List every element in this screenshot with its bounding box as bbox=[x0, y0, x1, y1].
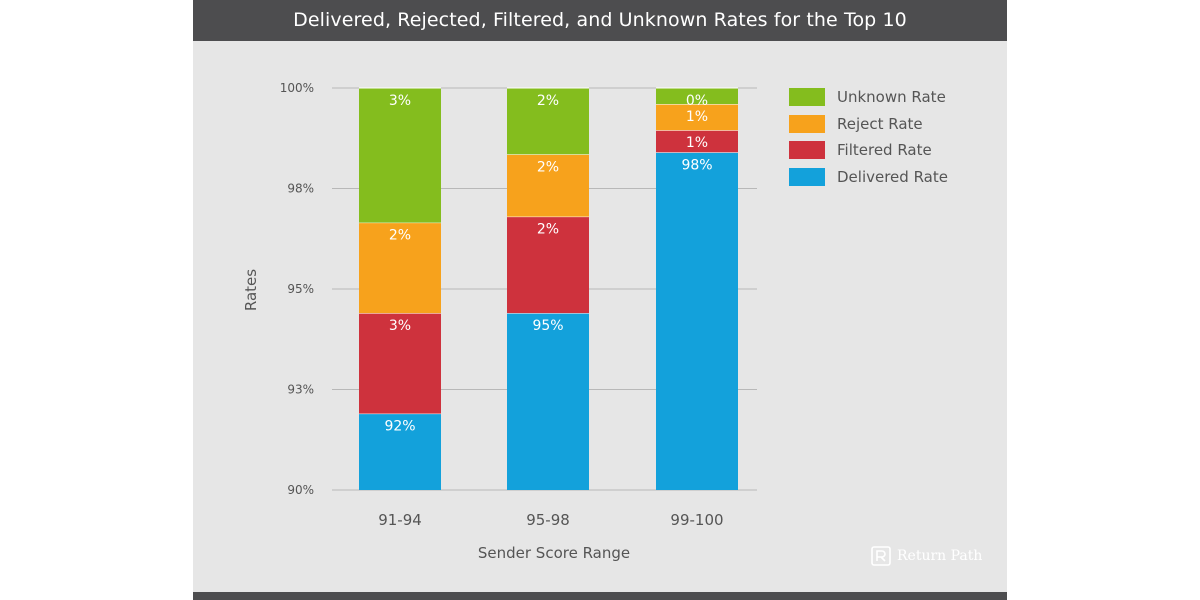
x-tick-label: 95-98 bbox=[526, 511, 570, 529]
data-label: 0% bbox=[686, 93, 708, 109]
legend: Unknown Rate Reject Rate Filtered Rate Deli… bbox=[789, 84, 989, 190]
legend-label: Filtered Rate bbox=[837, 141, 932, 160]
legend-item: Reject Rate bbox=[789, 111, 989, 138]
chart-panel bbox=[193, 0, 1007, 600]
bar-segment-unknown-rate bbox=[359, 88, 441, 223]
data-label: 2% bbox=[389, 228, 411, 244]
legend-label: Unknown Rate bbox=[837, 88, 946, 107]
bar-segment-reject-rate bbox=[507, 154, 589, 217]
y-tick-label: 95% bbox=[287, 282, 314, 296]
data-label: 1% bbox=[686, 135, 708, 151]
x-axis-title: Sender Score Range bbox=[478, 544, 630, 562]
y-tick-label: 98% bbox=[287, 182, 314, 196]
data-label: 2% bbox=[537, 159, 559, 175]
x-tick-label: 99-100 bbox=[670, 511, 723, 529]
bar-segment-filtered-rate bbox=[656, 130, 738, 153]
bars bbox=[359, 87, 738, 490]
y-tick-label: 100% bbox=[280, 81, 314, 95]
bar-segment-delivered-rate bbox=[507, 313, 589, 490]
y-tick-label: 93% bbox=[287, 383, 314, 397]
data-label: 95% bbox=[532, 318, 563, 334]
bar-segment-filtered-rate bbox=[507, 216, 589, 314]
bar-segment-delivered-rate bbox=[656, 152, 738, 490]
legend-item: Filtered Rate bbox=[789, 137, 989, 164]
legend-swatch bbox=[789, 141, 825, 160]
y-tick-label: 90% bbox=[287, 483, 314, 497]
legend-label: Delivered Rate bbox=[837, 167, 948, 186]
bar-labels: 92%3%2%3%95%2%2%2%98%1%1%0% bbox=[384, 93, 712, 435]
legend-label: Reject Rate bbox=[837, 114, 923, 133]
bar-segment-filtered-rate bbox=[359, 313, 441, 414]
x-tick-label: 91-94 bbox=[378, 511, 422, 529]
bar-segment-unknown-rate bbox=[656, 88, 738, 105]
data-label: 3% bbox=[389, 318, 411, 334]
legend-item: Delivered Rate bbox=[789, 164, 989, 191]
data-label: 2% bbox=[537, 222, 559, 238]
legend-swatch bbox=[789, 88, 825, 107]
brand-name: Return Path bbox=[897, 548, 983, 564]
chart-title: Delivered, Rejected, Filtered, and Unkno… bbox=[193, 0, 1007, 41]
data-label: 2% bbox=[537, 93, 559, 109]
bar-segment-unknown-rate bbox=[507, 88, 589, 155]
y-axis-ticks: 90% 93% 95% 98% 100% bbox=[280, 81, 314, 497]
legend-swatch bbox=[789, 114, 825, 133]
bottom-bar bbox=[193, 592, 1007, 600]
bar-segment-reject-rate bbox=[359, 222, 441, 314]
data-label: 92% bbox=[384, 419, 415, 435]
bar-segment-delivered-rate bbox=[359, 413, 441, 490]
data-label: 1% bbox=[686, 109, 708, 125]
return-path-logo-icon bbox=[871, 546, 891, 566]
legend-item: Unknown Rate bbox=[789, 84, 989, 111]
data-label: 3% bbox=[389, 93, 411, 109]
x-axis-ticks: 91-94 95-98 99-100 bbox=[378, 511, 723, 529]
data-label: 98% bbox=[681, 157, 712, 173]
bar-segment-reject-rate bbox=[656, 104, 738, 131]
brand-logo: Return Path bbox=[871, 546, 982, 566]
y-axis-title: Rates bbox=[242, 269, 260, 311]
legend-swatch bbox=[789, 167, 825, 186]
